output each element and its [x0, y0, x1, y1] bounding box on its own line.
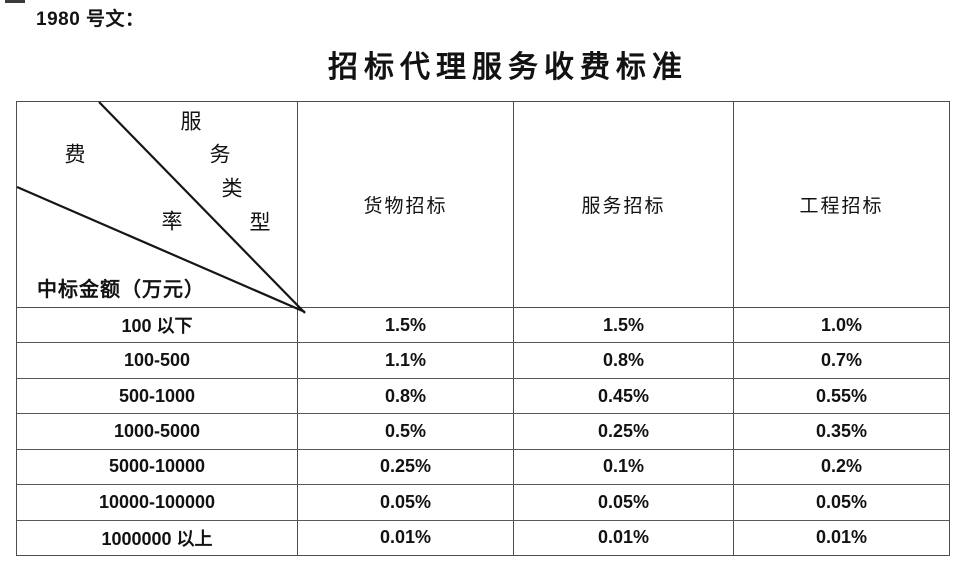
table-row: 10000-100000 0.05% 0.05% 0.05%	[17, 485, 949, 521]
diagonal-divider-icon	[16, 101, 306, 314]
fee-value-cell: 0.25%	[298, 449, 514, 485]
column-header-goods: 货物招标	[298, 102, 514, 307]
diagonal-label-char: 服	[180, 109, 202, 134]
diagonal-label-char: 务	[209, 142, 231, 167]
fee-value-cell: 0.1%	[514, 449, 734, 485]
fee-value-cell: 0.01%	[298, 520, 514, 555]
row-axis-label: 中标金额（万元）	[37, 279, 205, 301]
column-header-works: 工程招标	[799, 196, 884, 217]
diagonal-label-char: 率	[161, 209, 183, 234]
table-row: 1000-5000 0.5% 0.25% 0.35%	[17, 414, 949, 450]
fee-value-cell: 1.1%	[298, 343, 514, 378]
column-header-services: 服务招标	[514, 102, 734, 307]
fee-value-cell: 0.45%	[514, 378, 734, 414]
fee-value-cell: 0.05%	[514, 485, 734, 520]
fee-value-cell: 0.5%	[298, 414, 514, 449]
table-row: 5000-10000 0.25% 0.1% 0.2%	[17, 449, 949, 486]
fee-value-cell: 0.8%	[298, 378, 514, 414]
table-header-row: 服 务 类 型 费 率 中标金额（万元） 货物招标 服务招标 工程招标	[16, 101, 949, 314]
fee-value-cell: 0.2%	[820, 456, 863, 477]
fee-value-cell: 1.0%	[820, 314, 863, 335]
edge-artifact	[5, 0, 25, 3]
table-row: 1000000 以上 0.01% 0.01% 0.01%	[17, 520, 949, 555]
diagonal-label-char: 型	[249, 210, 271, 235]
fee-value-cell: 0.05%	[298, 485, 514, 520]
table-row: 500-1000 0.8% 0.45% 0.55%	[17, 378, 949, 415]
row-label: 100-500	[17, 343, 298, 378]
fee-value-cell: 0.55%	[815, 385, 868, 406]
fee-value-cell: 0.05%	[815, 491, 868, 512]
fee-value-cell: 0.01%	[514, 520, 734, 555]
fee-value-cell: 0.8%	[514, 343, 734, 378]
table-row: 100-500 1.1% 0.8% 0.7%	[17, 343, 949, 379]
table-row: 100 以下 1.5% 1.5% 1.0%	[17, 308, 949, 344]
table-body: 100 以下 1.5% 1.5% 1.0% 100-500 1.1% 0.8% …	[17, 308, 949, 555]
fee-value-cell: 0.01%	[815, 527, 868, 548]
diagonal-label-char: 费	[64, 142, 86, 167]
fee-value-cell: 1.5%	[298, 308, 514, 343]
diagonal-header-cell: 服 务 类 型 费 率 中标金额（万元）	[16, 101, 306, 314]
row-label: 10000-100000	[17, 485, 298, 520]
fee-value-cell: 1.5%	[514, 308, 734, 343]
fee-value-cell: 0.7%	[820, 350, 863, 371]
row-label: 1000-5000	[17, 414, 298, 449]
fee-value-cell: 0.35%	[815, 420, 868, 441]
row-label: 100 以下	[17, 308, 298, 343]
page-title: 招标代理服务收费标准	[328, 51, 688, 84]
row-label: 5000-10000	[17, 449, 298, 485]
diagonal-label-char: 类	[221, 176, 243, 201]
fee-value-cell: 0.25%	[514, 414, 734, 449]
doc-number-label: 1980 号文：	[36, 9, 145, 30]
row-label: 1000000 以上	[17, 520, 298, 555]
row-label: 500-1000	[17, 378, 298, 414]
fee-standard-table: 服 务 类 型 费 率 中标金额（万元） 货物招标 服务招标 工程招标 100 …	[16, 101, 950, 556]
